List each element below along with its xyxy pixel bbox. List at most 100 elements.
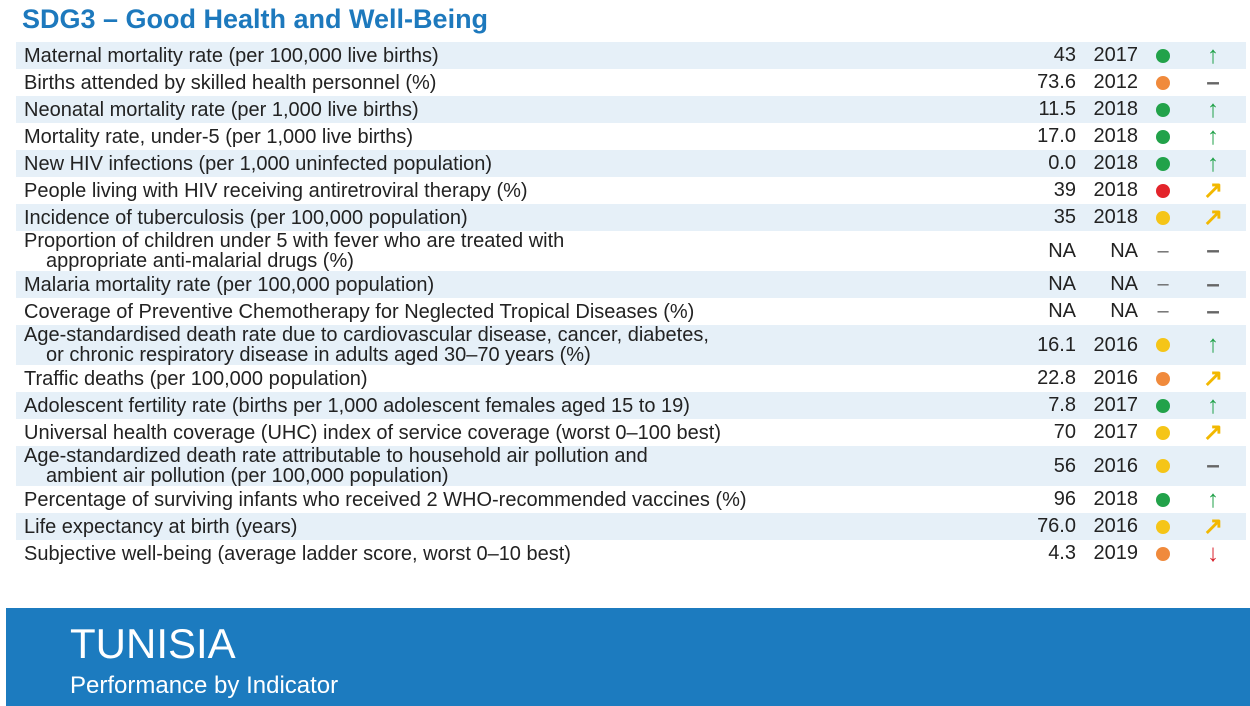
footer-band: TUNISIA Performance by Indicator <box>6 608 1250 706</box>
indicator-text: Births attended by skilled health person… <box>24 71 437 94</box>
status-dot <box>1156 102 1170 117</box>
status-cell <box>1138 156 1188 171</box>
indicator-cell: Subjective well-being (average ladder sc… <box>16 544 1024 564</box>
table-row: Life expectancy at birth (years) 76.0 2016… <box>16 513 1246 540</box>
trend-icon: – <box>1206 452 1220 479</box>
indicator-text: Coverage of Preventive Chemotherapy for … <box>24 300 695 323</box>
status-dot <box>1156 338 1170 352</box>
indicator-text: Percentage of surviving infants who rece… <box>24 488 747 511</box>
value-cell: 39 <box>1053 179 1076 201</box>
year-cell: NA <box>1110 300 1138 322</box>
country-name: TUNISIA <box>70 620 236 667</box>
table-row: Neonatal mortality rate (per 1,000 live … <box>16 96 1246 123</box>
indicator-cell: Age-standardized death rate attributable… <box>16 446 1024 486</box>
status-cell <box>1138 519 1188 534</box>
indicator-cell: Births attended by skilled health person… <box>16 73 1024 93</box>
trend-icon: ↓ <box>1207 539 1219 567</box>
trend-icon: ↑ <box>1207 391 1219 419</box>
status-cell: – <box>1138 240 1188 263</box>
indicator-text: or chronic respiratory disease in adults… <box>46 344 591 366</box>
status-text: – <box>1157 300 1169 322</box>
trend-icon: ↗ <box>1202 513 1224 540</box>
year-cell: 2017 <box>1093 44 1139 66</box>
indicator-text: New HIV infections (per 1,000 uninfected… <box>24 152 493 175</box>
trend-icon: ↗ <box>1202 204 1224 231</box>
table-row: Maternal mortality rate (per 100,000 liv… <box>16 42 1246 69</box>
table-row: Malaria mortality rate (per 100,000 popu… <box>16 271 1246 298</box>
status-text: – <box>1157 239 1169 262</box>
status-dot <box>1156 48 1170 63</box>
footer-subtitle: Performance by Indicator <box>70 672 339 699</box>
trend-icon: – <box>1206 270 1220 298</box>
status-cell <box>1138 398 1188 413</box>
indicator-cell: Percentage of surviving infants who rece… <box>16 490 1024 510</box>
trend-icon: ↑ <box>1207 149 1219 177</box>
status-text: – <box>1157 273 1169 295</box>
value-cell: 35 <box>1053 206 1076 228</box>
value-cell: 96 <box>1053 488 1076 510</box>
table-row: Mortality rate, under-5 (per 1,000 live … <box>16 123 1246 150</box>
indicator-cell: Life expectancy at birth (years) <box>16 517 1024 537</box>
status-dot <box>1156 371 1170 386</box>
value-cell: 73.6 <box>1037 71 1076 93</box>
year-cell: 2016 <box>1093 454 1139 477</box>
trend-icon: ↗ <box>1202 419 1224 446</box>
year-cell: 2017 <box>1093 421 1139 443</box>
trend-icon: ↑ <box>1207 331 1219 358</box>
status-dot <box>1156 546 1170 561</box>
status-dot <box>1156 519 1170 534</box>
status-dot <box>1156 492 1170 507</box>
status-dot <box>1156 459 1170 473</box>
value-cell: 0.0 <box>1048 152 1076 174</box>
year-cell: 2016 <box>1093 515 1139 537</box>
indicator-text: People living with HIV receiving antiret… <box>24 179 528 202</box>
indicator-text: Proportion of children under 5 with feve… <box>24 230 565 252</box>
table-row: New HIV infections (per 1,000 uninfected… <box>16 150 1246 177</box>
value-cell: 56 <box>1053 454 1076 477</box>
trend-icon: ↗ <box>1202 177 1224 204</box>
year-cell: NA <box>1110 273 1138 295</box>
table-row: People living with HIV receiving antiret… <box>16 177 1246 204</box>
value-cell: NA <box>1048 239 1076 262</box>
indicator-text: Mortality rate, under-5 (per 1,000 live … <box>24 125 414 148</box>
indicator-cell: Coverage of Preventive Chemotherapy for … <box>16 302 1024 322</box>
indicator-cell: Incidence of tuberculosis (per 100,000 p… <box>16 208 1024 228</box>
trend-icon: ↑ <box>1207 95 1219 123</box>
value-cell: 7.8 <box>1048 394 1076 416</box>
trend-icon: – <box>1206 237 1220 264</box>
value-cell: 4.3 <box>1048 542 1076 564</box>
indicator-text: Traffic deaths (per 100,000 population) <box>24 367 368 390</box>
year-cell: 2019 <box>1093 542 1139 564</box>
year-cell: 2018 <box>1093 125 1139 147</box>
status-dot <box>1156 75 1170 90</box>
status-cell: – <box>1138 300 1188 323</box>
indicator-text: Universal health coverage (UHC) index of… <box>24 421 721 444</box>
status-cell: – <box>1138 273 1188 296</box>
table-row: Age-standardised death rate due to cardi… <box>16 325 1246 365</box>
value-cell: 43 <box>1053 44 1076 66</box>
status-dot <box>1156 210 1170 225</box>
indicator-text: Age-standardized death rate attributable… <box>24 445 648 467</box>
status-dot <box>1156 183 1170 198</box>
year-cell: 2018 <box>1093 488 1139 510</box>
status-cell <box>1138 48 1188 63</box>
status-cell <box>1138 492 1188 507</box>
indicator-cell: Traffic deaths (per 100,000 population) <box>16 369 1024 389</box>
trend-icon: ↗ <box>1202 365 1224 392</box>
status-cell <box>1138 338 1188 352</box>
indicator-text: appropriate anti-malarial drugs (%) <box>46 250 354 272</box>
year-cell: 2017 <box>1093 394 1139 416</box>
status-dot <box>1156 129 1170 144</box>
trend-icon: – <box>1206 297 1220 325</box>
table-row: Percentage of surviving infants who rece… <box>16 486 1246 513</box>
indicator-cell: Malaria mortality rate (per 100,000 popu… <box>16 275 1024 295</box>
indicator-text: Maternal mortality rate (per 100,000 liv… <box>24 44 439 67</box>
trend-icon: ↑ <box>1207 122 1219 150</box>
value-cell: 22.8 <box>1037 367 1076 389</box>
status-cell <box>1138 459 1188 473</box>
indicator-cell: Mortality rate, under-5 (per 1,000 live … <box>16 127 1024 147</box>
table-row: Adolescent fertility rate (births per 1,… <box>16 392 1246 419</box>
indicator-cell: Neonatal mortality rate (per 1,000 live … <box>16 100 1024 120</box>
indicator-text: Adolescent fertility rate (births per 1,… <box>24 394 690 417</box>
